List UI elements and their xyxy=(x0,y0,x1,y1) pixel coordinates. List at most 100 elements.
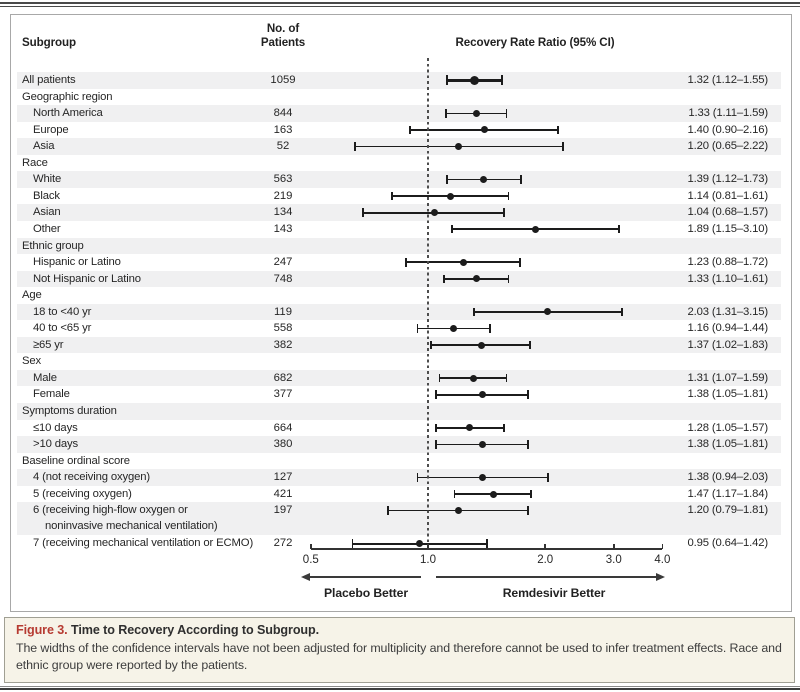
ci-value: 1.16 (0.94–1.44) xyxy=(687,322,768,335)
ci-value: 2.03 (1.31–3.15) xyxy=(687,305,768,318)
ci-cap-low xyxy=(430,340,433,350)
ci-cap-high xyxy=(527,506,530,515)
ci-value: 1.32 (1.12–1.55) xyxy=(687,74,768,86)
figure-number-label: Figure 3. xyxy=(16,623,68,637)
patient-count: 163 xyxy=(273,123,293,136)
patient-count: 52 xyxy=(276,140,290,153)
plot-title: Recovery Rate Ratio (95% CI) xyxy=(455,36,615,49)
x-axis-tick-label: 0.5 xyxy=(302,554,319,566)
point-estimate-dot xyxy=(472,109,480,117)
ci-cap-low xyxy=(435,440,438,449)
row-band xyxy=(17,469,781,486)
subgroup-label: North America xyxy=(33,107,103,120)
placebo-arrow-head xyxy=(301,572,310,581)
point-estimate-dot xyxy=(472,275,480,283)
row-band xyxy=(17,72,781,89)
patients-column-header-line2: Patients xyxy=(260,36,306,49)
point-estimate-dot xyxy=(478,391,486,399)
subgroup-label-line2: noninvasive mechanical ventilation) xyxy=(45,519,218,532)
ci-cap-high xyxy=(561,142,564,151)
ci-cap-high xyxy=(488,324,491,333)
subgroup-label: Asia xyxy=(33,140,55,153)
ci-value: 1.23 (0.88–1.72) xyxy=(687,256,768,269)
placebo-arrow-line xyxy=(309,576,421,578)
ci-cap-low xyxy=(351,539,354,548)
ci-cap-low xyxy=(405,258,408,267)
row-band xyxy=(17,436,781,453)
caption-panel xyxy=(4,617,795,683)
ci-value: 1.14 (0.81–1.61) xyxy=(687,189,768,202)
subgroup-label: ≥65 yr xyxy=(33,338,64,351)
patient-count: 134 xyxy=(273,206,293,219)
reference-line-1.0 xyxy=(427,58,429,548)
patients-column-header: No. of Patients xyxy=(246,22,320,50)
ci-cap-low xyxy=(443,274,445,284)
ci-cap-high xyxy=(519,175,522,184)
point-estimate-dot xyxy=(544,308,552,316)
x-axis-tick-label: 1.0 xyxy=(420,554,436,566)
point-estimate-dot xyxy=(431,209,439,217)
ci-value: 1.33 (1.11–1.59) xyxy=(688,107,768,120)
ci-value: 1.47 (1.17–1.84) xyxy=(687,487,768,500)
ci-cap-high xyxy=(503,208,506,217)
row-band xyxy=(17,237,781,255)
patient-count: 563 xyxy=(273,173,293,186)
ci-cap-high xyxy=(503,423,506,433)
subgroup-label: Asian xyxy=(33,206,61,219)
ci-cap-high xyxy=(546,473,549,482)
ci-cap-low xyxy=(416,324,419,333)
ci-cap-low xyxy=(450,224,453,234)
point-estimate-dot xyxy=(489,490,497,498)
ci-cap-high xyxy=(507,191,510,201)
subgroup-label: 40 to <65 yr xyxy=(33,322,92,335)
patient-count: 1059 xyxy=(270,74,296,86)
bottom-double-rule xyxy=(0,686,800,690)
row-band xyxy=(17,303,781,321)
ci-cap-high xyxy=(618,224,621,234)
ci-value: 1.20 (0.79–1.81) xyxy=(687,504,768,517)
point-estimate-dot xyxy=(478,440,486,448)
patient-count: 272 xyxy=(273,537,293,550)
subgroup-label: >10 days xyxy=(33,438,78,451)
x-axis-tick-label: 3.0 xyxy=(605,554,622,566)
x-axis-tick-label: 4.0 xyxy=(654,554,671,566)
placebo-better-label: Placebo Better xyxy=(324,586,408,600)
ci-value: 1.38 (1.05–1.81) xyxy=(687,438,768,451)
point-estimate-dot xyxy=(415,540,423,548)
row-band xyxy=(17,403,781,420)
point-estimate-dot xyxy=(478,473,486,481)
ci-cap-low xyxy=(446,175,449,184)
subgroup-label: Age xyxy=(22,289,42,302)
ci-value: 1.20 (0.65–2.22) xyxy=(687,140,768,153)
ci-cap-low xyxy=(444,109,447,118)
ci-value: 1.38 (1.05–1.81) xyxy=(687,388,768,401)
subgroup-label: Not Hispanic or Latino xyxy=(33,272,141,285)
row-band xyxy=(17,171,781,188)
ci-cap-high xyxy=(527,390,530,399)
ci-cap-low xyxy=(445,75,449,86)
ci-value: 0.95 (0.64–1.42) xyxy=(687,537,768,550)
figure-title-text: Time to Recovery According to Subgroup. xyxy=(71,623,320,637)
x-axis-tick xyxy=(613,543,615,549)
ci-cap-high xyxy=(530,489,532,499)
subgroup-label: All patients xyxy=(22,74,76,86)
ci-cap-low xyxy=(354,142,357,151)
x-axis-tick xyxy=(544,543,546,549)
ci-value: 1.31 (1.07–1.59) xyxy=(687,371,768,384)
ci-value: 1.40 (0.90–2.16) xyxy=(687,123,768,136)
ci-cap-low xyxy=(391,191,394,201)
ci-cap-high xyxy=(486,539,489,548)
x-axis-tick xyxy=(310,543,312,549)
patient-count: 197 xyxy=(273,504,293,517)
ci-cap-high xyxy=(505,109,508,118)
subgroup-label: Male xyxy=(33,371,57,384)
ci-cap-low xyxy=(416,473,419,482)
patient-count: 219 xyxy=(273,189,293,202)
row-band xyxy=(17,270,781,288)
remdesivir-arrow-line xyxy=(436,576,657,578)
subgroup-label: ≤10 days xyxy=(33,421,78,434)
point-estimate-dot xyxy=(446,192,454,200)
ci-value: 1.39 (1.12–1.73) xyxy=(687,173,768,186)
subgroup-label: Europe xyxy=(33,123,69,136)
